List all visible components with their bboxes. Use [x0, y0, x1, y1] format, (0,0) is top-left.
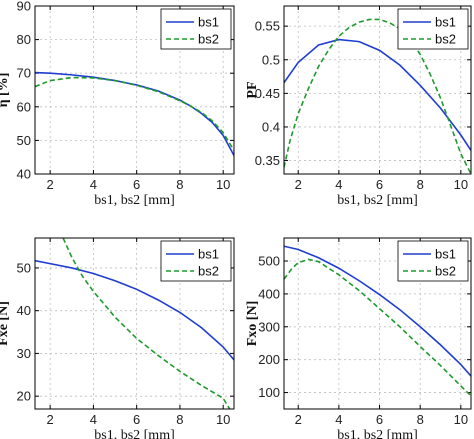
legend-label-bs1: bs1	[198, 247, 219, 262]
y-tick-label: 100	[258, 385, 280, 400]
x-axis-label: bs1, bs2 [mm]	[337, 428, 418, 439]
x-tick-label: 4	[90, 177, 97, 192]
plot-frame	[283, 237, 472, 410]
x-tick-label: 2	[295, 177, 302, 192]
plot-frame	[34, 237, 235, 410]
y-tick-label: 40	[17, 167, 31, 182]
x-tick-label: 10	[454, 412, 468, 427]
x-tick-label: 10	[216, 412, 230, 427]
x-tick-label: 6	[133, 412, 140, 427]
y-tick-label: 0.4	[262, 119, 280, 134]
y-tick-label: 40	[17, 303, 31, 318]
x-tick-label: 8	[176, 412, 183, 427]
x-tick-label: 4	[90, 412, 97, 427]
series-line-bs2	[62, 238, 231, 409]
x-tick-label: 4	[335, 412, 342, 427]
y-tick-label: 0.55	[255, 19, 280, 34]
y-tick-label: 400	[258, 286, 280, 301]
y-tick-label: 90	[17, 0, 31, 14]
legend-label-bs2: bs2	[435, 32, 456, 47]
y-axis-label: Fxo [N]	[245, 301, 260, 347]
x-tick-label: 8	[417, 177, 424, 192]
y-axis-label: η [%]	[0, 73, 11, 108]
series-line-bs2	[284, 18, 471, 174]
legend-label-bs2: bs2	[198, 264, 219, 279]
y-tick-label: 0.45	[255, 86, 280, 101]
legend-label-bs1: bs1	[435, 247, 456, 262]
series-line-bs2	[284, 258, 471, 397]
y-tick-label: 20	[17, 389, 31, 404]
series-line-bs2	[35, 76, 234, 151]
x-tick-label: 6	[376, 177, 383, 192]
legend-label-bs1: bs1	[198, 15, 219, 30]
x-tick-label: 10	[454, 177, 468, 192]
x-tick-label: 2	[47, 177, 54, 192]
y-tick-label: 50	[17, 133, 31, 148]
x-tick-label: 4	[335, 177, 342, 192]
series-line-bs1	[35, 259, 234, 361]
legend-label-bs2: bs2	[198, 32, 219, 47]
y-tick-label: 70	[17, 66, 31, 81]
y-tick-label: 300	[258, 319, 280, 334]
x-axis-label: bs1, bs2 [mm]	[94, 428, 175, 439]
y-tick-label: 500	[258, 254, 280, 269]
y-tick-label: 200	[258, 352, 280, 367]
legend-box	[160, 8, 232, 50]
legend-box	[160, 240, 232, 282]
legend-box	[397, 240, 469, 282]
series-line-bs1	[35, 71, 234, 156]
y-tick-label: 80	[17, 32, 31, 47]
plot-frame	[34, 5, 235, 175]
x-tick-label: 10	[216, 177, 230, 192]
y-axis-label: Fxe [N]	[0, 301, 11, 346]
y-tick-label: 60	[17, 99, 31, 114]
y-axis-label: PF	[245, 81, 260, 98]
legend-label-bs2: bs2	[435, 264, 456, 279]
x-tick-label: 2	[47, 412, 54, 427]
x-tick-label: 8	[176, 177, 183, 192]
y-tick-label: 0.5	[262, 52, 280, 67]
y-tick-label: 30	[17, 346, 31, 361]
x-tick-label: 8	[417, 412, 424, 427]
x-axis-label: bs1, bs2 [mm]	[337, 193, 418, 208]
x-axis-label: bs1, bs2 [mm]	[94, 193, 175, 208]
x-tick-label: 6	[376, 412, 383, 427]
x-tick-label: 2	[295, 412, 302, 427]
x-tick-label: 6	[133, 177, 140, 192]
series-line-bs1	[284, 245, 471, 377]
plot-frame	[283, 5, 472, 175]
y-tick-label: 50	[17, 260, 31, 275]
legend-box	[397, 8, 469, 50]
legend-label-bs1: bs1	[435, 15, 456, 30]
y-tick-label: 0.35	[255, 153, 280, 168]
